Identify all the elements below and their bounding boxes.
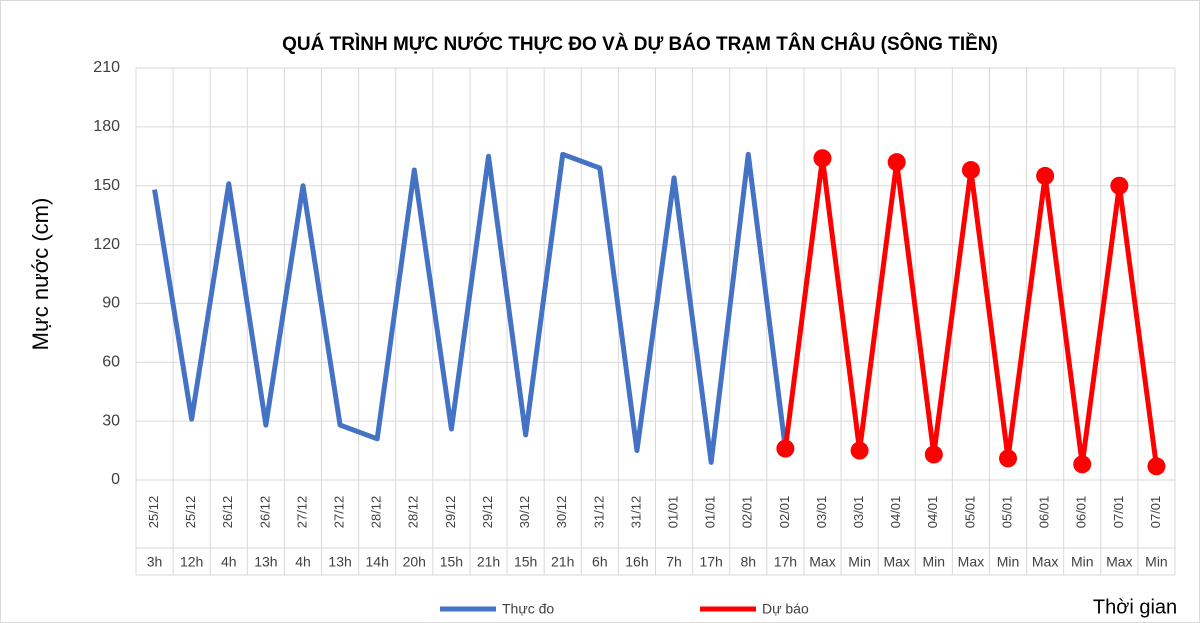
x-tick-label: 07/01: [1148, 496, 1163, 529]
x-sub-label: Max: [1106, 554, 1132, 570]
x-sub-label: 13h: [328, 554, 351, 570]
y-tick-label: 150: [93, 177, 120, 194]
x-tick-label: 02/01: [777, 496, 792, 529]
y-tick-label: 30: [102, 412, 120, 429]
x-tick-label: 26/12: [220, 496, 235, 529]
x-sub-label: Min: [1145, 554, 1168, 570]
legend-label: Thực đo: [502, 601, 554, 617]
point-marker: [1147, 457, 1166, 476]
x-sub-label: 7h: [666, 554, 682, 570]
x-tick-label: 05/01: [999, 496, 1014, 529]
point-marker: [1110, 176, 1129, 195]
series-line: [152, 151, 788, 465]
point-marker: [1036, 166, 1055, 185]
point-marker: [776, 439, 795, 458]
point-marker: [924, 445, 943, 464]
x-sub-label: Min: [1071, 554, 1094, 570]
point-marker: [961, 161, 980, 180]
point-marker: [1073, 455, 1092, 474]
x-sub-label: Max: [883, 554, 909, 570]
x-tick-label: 30/12: [554, 496, 569, 529]
point-marker: [887, 153, 906, 172]
x-sub-label: 21h: [477, 554, 500, 570]
x-tick-label: 03/01: [814, 496, 829, 529]
x-tick-label: 26/12: [257, 496, 272, 529]
x-sub-label: 17h: [699, 554, 722, 570]
point-marker: [850, 441, 869, 460]
x-tick-label: 25/12: [183, 496, 198, 529]
x-tick-label: 07/01: [1111, 496, 1126, 529]
y-tick-label: 210: [93, 59, 120, 76]
x-tick-label: 29/12: [480, 496, 495, 529]
y-axis-label: Mực nước (cm): [28, 198, 53, 351]
x-sub-label: 13h: [254, 554, 277, 570]
x-sub-label: Min: [997, 554, 1020, 570]
x-tick-label: 25/12: [146, 496, 161, 529]
x-tick-label: 05/01: [962, 496, 977, 529]
x-sub-label: Min: [923, 554, 946, 570]
point-marker: [999, 449, 1018, 468]
x-sub-label: 8h: [740, 554, 756, 570]
x-tick-label: 04/01: [925, 496, 940, 529]
x-tick-label: 01/01: [703, 496, 718, 529]
y-tick-label: 180: [93, 118, 120, 135]
x-tick-label: 03/01: [851, 496, 866, 529]
y-tick-label: 120: [93, 236, 120, 253]
x-tick-label: 01/01: [665, 496, 680, 529]
x-sub-label: Max: [1032, 554, 1058, 570]
y-tick-label: 0: [111, 471, 120, 488]
x-sub-label: 16h: [625, 554, 648, 570]
point-marker: [813, 149, 832, 168]
x-tick-label: 31/12: [591, 496, 606, 529]
x-sub-label: 6h: [592, 554, 608, 570]
x-sub-label: 17h: [774, 554, 797, 570]
x-tick-label: 31/12: [628, 496, 643, 529]
x-sub-label: 4h: [221, 554, 237, 570]
x-sub-label: 15h: [514, 554, 537, 570]
x-sub-label: 12h: [180, 554, 203, 570]
x-tick-label: 27/12: [294, 496, 309, 529]
x-sub-label: Max: [958, 554, 984, 570]
x-tick-label: 29/12: [443, 496, 458, 529]
x-tick-label: 27/12: [332, 496, 347, 529]
x-tick-label: 28/12: [369, 496, 384, 529]
x-sub-label: 3h: [147, 554, 163, 570]
y-tick-label: 90: [102, 295, 120, 312]
x-tick-label: 28/12: [406, 496, 421, 529]
x-tick-label: 06/01: [1074, 496, 1089, 529]
x-sub-label: 20h: [403, 554, 426, 570]
x-sub-label: 21h: [551, 554, 574, 570]
x-tick-label: 06/01: [1037, 496, 1052, 529]
x-sub-label: 14h: [366, 554, 389, 570]
chart-title: QUÁ TRÌNH MỰC NƯỚC THỰC ĐO VÀ DỰ BÁO TRẠ…: [282, 33, 998, 55]
x-sub-label: 15h: [440, 554, 463, 570]
x-tick-label: 02/01: [740, 496, 755, 529]
x-sub-label: Max: [809, 554, 835, 570]
y-tick-label: 60: [102, 354, 120, 371]
x-sub-label: 4h: [295, 554, 311, 570]
x-sub-label: Min: [848, 554, 871, 570]
x-tick-label: 04/01: [888, 496, 903, 529]
x-tick-label: 30/12: [517, 496, 532, 529]
x-axis-label: Thời gian: [1093, 596, 1177, 618]
legend-label: Dự báo: [762, 601, 809, 617]
